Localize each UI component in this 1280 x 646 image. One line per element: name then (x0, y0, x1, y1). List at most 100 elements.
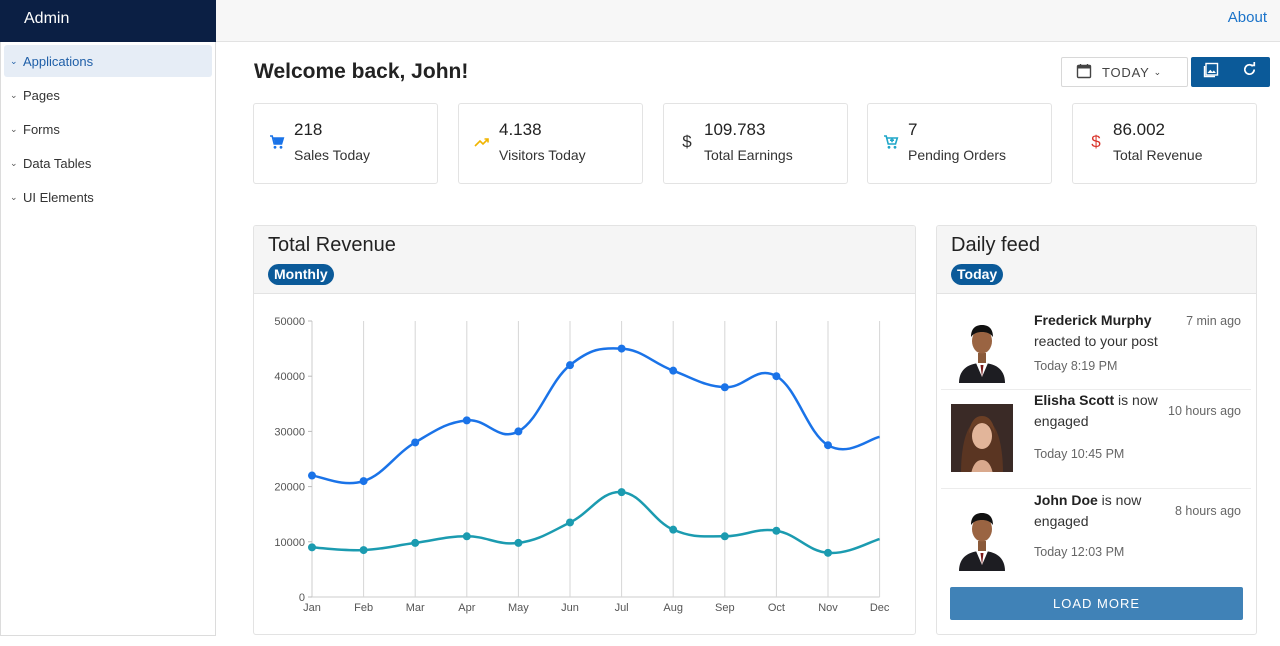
feed-panel: Daily feed Today Frederick Murphy reacte… (936, 225, 1257, 635)
x-tick-label: Apr (458, 602, 475, 614)
feed-time: 7 min ago (1186, 314, 1241, 328)
sidebar-item-forms[interactable]: ⌄ Forms (4, 113, 212, 145)
data-point (617, 344, 626, 353)
x-tick-label: Feb (354, 602, 373, 614)
x-tick-label: Jul (615, 602, 629, 614)
revenue-panel-header: Total Revenue Monthly (254, 226, 915, 294)
chevron-down-icon: ⌄ (10, 157, 18, 168)
sidebar-item-label: Applications (23, 53, 94, 69)
data-point (411, 438, 420, 447)
stat-label: Total Earnings (704, 147, 793, 163)
feed-date: Today 8:19 PM (1034, 359, 1118, 373)
feed-action: reacted to your post (1034, 333, 1158, 349)
data-point (411, 538, 420, 547)
date-filter-button[interactable]: TODAY ⌄ (1061, 57, 1188, 87)
data-point (308, 471, 316, 480)
avatar (951, 315, 1013, 383)
feed-user-name[interactable]: John Doe (1034, 492, 1098, 508)
load-more-button[interactable]: LOAD MORE (950, 587, 1243, 620)
x-tick-label: May (508, 602, 529, 614)
x-tick-label: Sep (715, 602, 735, 614)
page-title: Welcome back, John! (254, 60, 469, 83)
sidebar: ⌄ Applications ⌄ Pages ⌄ Forms ⌄ Data Ta… (0, 42, 216, 636)
feed-date: Today 10:45 PM (1034, 447, 1125, 461)
data-point (462, 532, 471, 541)
refresh-button[interactable] (1230, 57, 1269, 87)
x-tick-label: Mar (406, 602, 425, 614)
stat-card-pending-orders: 7 Pending Orders (867, 103, 1052, 184)
sidebar-item-ui-elements[interactable]: ⌄ UI Elements (4, 181, 212, 213)
cart-icon (268, 133, 286, 151)
feed-user-name[interactable]: Frederick Murphy (1034, 312, 1152, 328)
sidebar-item-label: UI Elements (23, 189, 94, 205)
data-point (824, 441, 832, 450)
stat-card-sales: 218 Sales Today (253, 103, 438, 184)
feed-text: John Doe is now engaged (1034, 490, 1184, 532)
feed-action: is now engaged (1034, 392, 1158, 429)
x-tick-label: Nov (818, 602, 838, 614)
stat-card-earnings: $ 109.783 Total Earnings (663, 103, 848, 184)
trending-up-icon (473, 133, 491, 151)
refresh-icon (1242, 62, 1257, 82)
dollar-icon: $ (682, 132, 692, 151)
stat-card-visitors: 4.138 Visitors Today (458, 103, 643, 184)
stat-label: Visitors Today (499, 147, 586, 163)
sidebar-item-pages[interactable]: ⌄ Pages (4, 79, 212, 111)
feed-badge[interactable]: Today (951, 264, 1004, 285)
x-tick-label: Jan (303, 602, 321, 614)
chevron-down-icon: ⌄ (10, 55, 18, 66)
sidebar-item-label: Pages (23, 87, 60, 103)
revenue-panel-title: Total Revenue (268, 234, 396, 256)
sidebar-item-data-tables[interactable]: ⌄ Data Tables (4, 147, 212, 179)
y-tick-label: 0 (299, 592, 305, 604)
chevron-down-icon: ⌄ (10, 89, 18, 100)
y-tick-label: 20000 (274, 482, 305, 494)
feed-action: is now engaged (1034, 492, 1142, 529)
image-gallery-icon (1203, 62, 1219, 83)
y-tick-label: 40000 (274, 371, 305, 383)
revenue-line-chart: Jan Feb Mar Apr May Jun Jul Aug Sep Oct Nov Dec 0 100… (274, 316, 889, 614)
feed-time: 10 hours ago (1168, 404, 1241, 418)
header-actions (1191, 57, 1270, 87)
feed-item: John Doe is now engaged 8 hours ago Toda… (941, 489, 1251, 579)
feed-panel-header: Daily feed Today (937, 226, 1256, 294)
data-point (566, 518, 574, 527)
x-tick-label: Jun (561, 602, 579, 614)
sidebar-item-applications[interactable]: ⌄ Applications (4, 45, 212, 77)
feed-date: Today 12:03 PM (1034, 545, 1125, 559)
stat-value: 109.783 (704, 120, 766, 139)
feed-user-name[interactable]: Elisha Scott (1034, 392, 1115, 408)
avatar (951, 503, 1013, 571)
data-point (824, 548, 832, 557)
feed-item: Elisha Scott is now engaged 10 hours ago… (941, 390, 1251, 489)
data-point (359, 477, 368, 486)
chevron-down-icon: ⌄ (1153, 66, 1162, 77)
data-point (772, 372, 781, 381)
feed-item: Frederick Murphy reacted to your post 7 … (941, 295, 1251, 390)
sidebar-brand: Admin (0, 0, 216, 42)
about-link[interactable]: About (1227, 9, 1267, 26)
stat-value: 7 (908, 120, 918, 139)
data-point (617, 488, 626, 497)
data-point (566, 361, 574, 370)
data-point (669, 366, 678, 375)
stat-label: Sales Today (294, 147, 371, 163)
y-tick-label: 50000 (274, 316, 305, 328)
stat-value: 86.002 (1113, 120, 1165, 139)
x-tick-label: Aug (663, 602, 683, 614)
chevron-down-icon: ⌄ (10, 191, 18, 202)
sidebar-item-label: Data Tables (23, 155, 92, 171)
gallery-button[interactable] (1191, 57, 1230, 87)
feed-text: Frederick Murphy reacted to your post (1034, 310, 1184, 352)
date-filter-label: TODAY (1102, 64, 1150, 80)
data-point (720, 532, 729, 541)
sidebar-item-label: Forms (23, 121, 60, 137)
period-badge[interactable]: Monthly (268, 264, 334, 285)
data-point (462, 416, 471, 425)
data-point (720, 383, 729, 392)
x-tick-label: Oct (768, 602, 785, 614)
topbar: About (216, 0, 1280, 42)
data-point (514, 538, 523, 547)
y-tick-label: 30000 (274, 426, 305, 438)
dollar-icon: $ (1091, 132, 1101, 151)
